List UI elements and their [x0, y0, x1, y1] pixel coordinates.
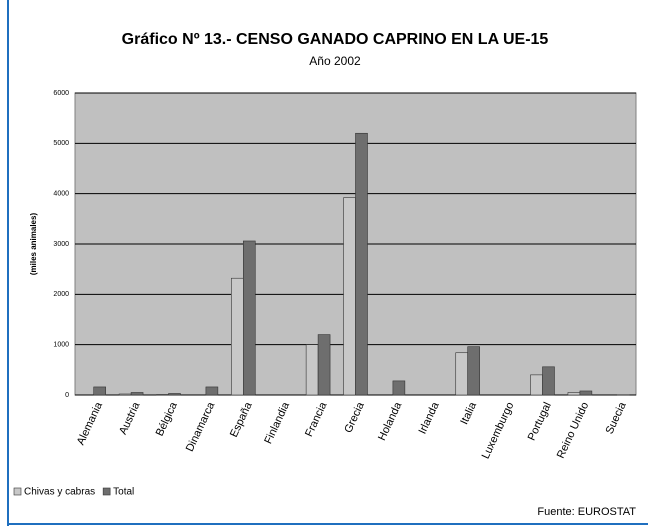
bar	[456, 353, 468, 395]
legend-label: Total	[113, 487, 134, 498]
y-axis-label: (miles animales)	[29, 213, 38, 276]
legend-label: Chivas y cabras	[24, 487, 95, 498]
y-tick-label: 6000	[53, 90, 69, 97]
bar	[243, 241, 255, 395]
y-tick-label: 2000	[53, 291, 69, 298]
bar	[468, 347, 480, 395]
y-tick-label: 1000	[53, 342, 69, 349]
legend-swatch	[103, 488, 110, 495]
bar	[131, 392, 143, 395]
source: Fuente: EUROSTAT	[537, 506, 636, 518]
bar	[568, 392, 580, 395]
bar	[580, 391, 592, 395]
bar	[306, 345, 318, 395]
bar	[119, 394, 131, 395]
bar	[318, 335, 330, 395]
bar	[543, 367, 555, 395]
y-tick-label: 4000	[53, 191, 69, 198]
y-tick-label: 5000	[53, 140, 69, 147]
chart-subtitle: Año 2002	[309, 54, 361, 68]
bar	[393, 381, 405, 395]
bar	[344, 198, 356, 395]
y-tick-label: 0	[65, 392, 69, 399]
bar	[206, 387, 218, 395]
bar	[169, 393, 181, 395]
bar	[531, 375, 543, 395]
bar	[356, 133, 368, 395]
bar	[94, 387, 106, 395]
legend-swatch	[14, 488, 21, 495]
y-tick-label: 3000	[53, 241, 69, 248]
chart-title: Gráfico Nº 13.- CENSO GANADO CAPRINO EN …	[122, 31, 549, 48]
bar	[157, 394, 169, 395]
bar	[231, 278, 243, 395]
